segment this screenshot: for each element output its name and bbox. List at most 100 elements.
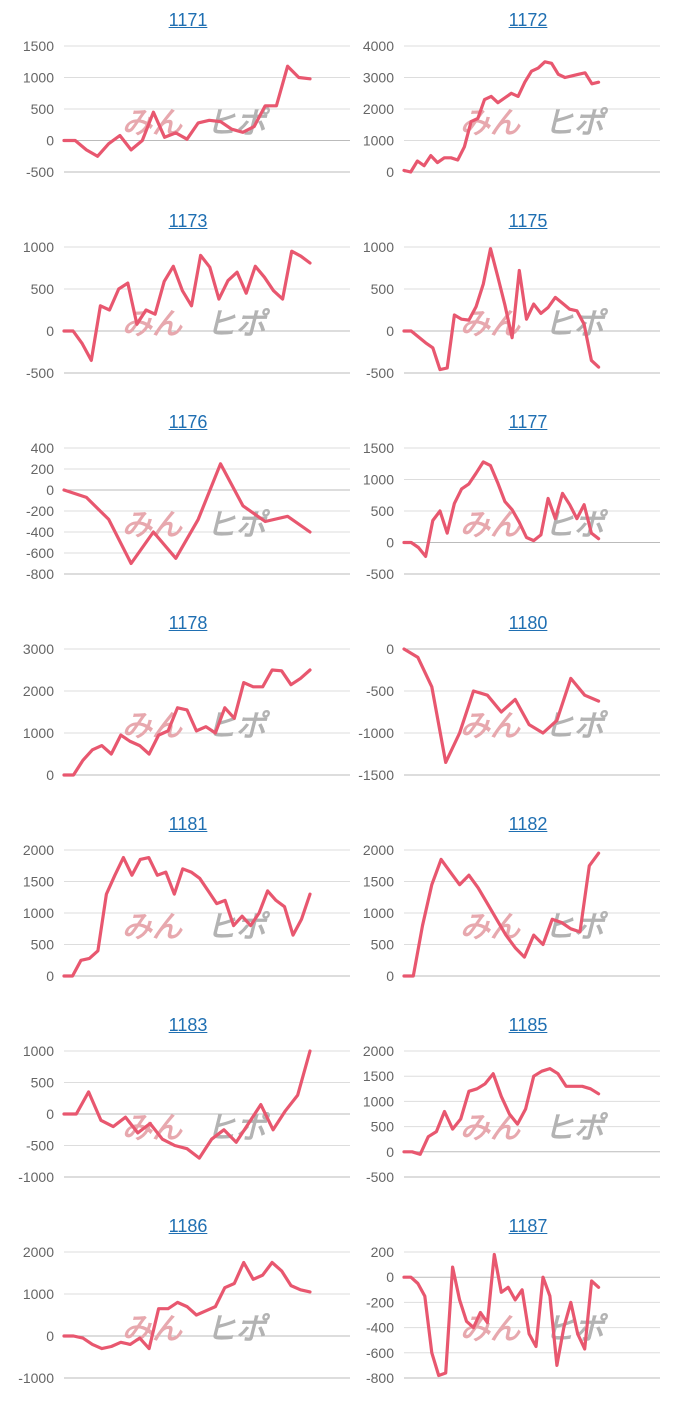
y-tick-label: 3000 xyxy=(363,70,394,86)
y-tick-label: 0 xyxy=(386,1144,394,1160)
series-line-1181 xyxy=(62,855,312,978)
line-chart-1182: 2000 1500 1000 500 0 みん ヒポ xyxy=(363,842,660,984)
chart-title-link[interactable]: 1177 xyxy=(508,412,548,432)
chart-title-link[interactable]: 1181 xyxy=(168,814,208,834)
svg-text:ヒポ: ヒポ xyxy=(206,106,271,141)
y-tick-label: 200 xyxy=(371,1244,395,1260)
y-tick-label: 1000 xyxy=(23,1043,54,1059)
y-tick-label: 1500 xyxy=(363,440,394,456)
watermark-logo: みん ヒポ xyxy=(460,106,609,141)
chart-title-link[interactable]: 1186 xyxy=(168,1216,208,1236)
y-tick-label: 0 xyxy=(46,482,54,498)
y-tick-label: -200 xyxy=(26,503,54,519)
chart-title-link[interactable]: 1185 xyxy=(508,1015,548,1035)
chart-title-link[interactable]: 1173 xyxy=(168,211,208,231)
y-tick-label: 0 xyxy=(46,968,54,984)
chart-title-link[interactable]: 1172 xyxy=(508,10,548,30)
y-tick-label: 400 xyxy=(31,440,55,456)
y-tick-label: 1000 xyxy=(23,70,54,86)
chart-title-link[interactable]: 1175 xyxy=(508,211,548,231)
chart-title-link[interactable]: 1182 xyxy=(508,814,548,834)
series-line-1186 xyxy=(62,1260,312,1351)
y-tick-label: -400 xyxy=(26,524,54,540)
line-chart-1186: 2000 1000 0 -1000 みん ヒポ xyxy=(18,1244,350,1386)
series-line-1177 xyxy=(402,460,601,558)
svg-text:みん: みん xyxy=(122,709,183,744)
y-tick-label: 0 xyxy=(46,1106,54,1122)
y-tick-label: 0 xyxy=(46,323,54,339)
y-tick-label: 0 xyxy=(386,968,394,984)
chart-panel-1180: 1180 0 -500 -1000 -1500 みん ヒポ xyxy=(350,603,700,803)
y-tick-label: 0 xyxy=(386,641,394,657)
chart-title-link[interactable]: 1183 xyxy=(168,1015,208,1035)
watermark-logo: みん ヒポ xyxy=(122,910,271,945)
y-tick-label: 500 xyxy=(371,281,395,297)
svg-text:ヒポ: ヒポ xyxy=(544,106,609,141)
y-tick-label: -600 xyxy=(366,1345,394,1361)
series-line-1180 xyxy=(402,647,601,764)
y-tick-label: 3000 xyxy=(23,641,54,657)
chart-panel-1173: 1173 1000 500 0 -500 みん ヒポ xyxy=(0,201,350,401)
watermark-logo: みん ヒポ xyxy=(460,709,609,744)
series-line-1176 xyxy=(62,462,312,566)
y-tick-label: 1500 xyxy=(363,1068,394,1084)
chart-title-link[interactable]: 1176 xyxy=(168,412,208,432)
chart-panel-1176: 1176 400 200 0 -200 -400 -600 -800 みん ヒポ xyxy=(0,402,350,602)
svg-text:みん: みん xyxy=(460,508,521,543)
y-tick-label: 1000 xyxy=(23,725,54,741)
watermark-logo: みん ヒポ xyxy=(122,307,271,342)
svg-text:みん: みん xyxy=(460,1312,521,1347)
y-tick-label: 0 xyxy=(46,767,54,783)
chart-panel-1183: 1183 1000 500 0 -500 -1000 みん ヒポ xyxy=(0,1005,350,1205)
chart-title-link[interactable]: 1180 xyxy=(508,613,548,633)
y-tick-label: 1000 xyxy=(363,905,394,921)
y-tick-label: -800 xyxy=(366,1370,394,1386)
y-tick-label: 1000 xyxy=(23,905,54,921)
chart-panel-1175: 1175 1000 500 0 -500 みん ヒポ xyxy=(350,201,700,401)
svg-text:みん: みん xyxy=(122,910,183,945)
y-tick-label: 2000 xyxy=(363,101,394,117)
y-tick-label: 500 xyxy=(31,281,55,297)
chart-panel-1187: 1187 200 0 -200 -400 -600 -800 みん ヒポ xyxy=(350,1206,700,1406)
y-tick-label: 2000 xyxy=(23,1244,54,1260)
svg-text:ヒポ: ヒポ xyxy=(206,307,271,342)
chart-panel-1178: 1178 3000 2000 1000 0 みん ヒポ xyxy=(0,603,350,803)
y-tick-label: 500 xyxy=(31,1075,55,1091)
y-tick-label: 1000 xyxy=(23,239,54,255)
line-chart-1185: 2000 1500 1000 500 0 -500 みん ヒポ xyxy=(363,1043,660,1185)
series-line-1171 xyxy=(62,64,312,158)
y-tick-label: 500 xyxy=(31,101,55,117)
chart-title-link[interactable]: 1178 xyxy=(168,613,208,633)
svg-text:ヒポ: ヒポ xyxy=(544,1111,609,1146)
series-line-1183 xyxy=(62,1049,312,1160)
svg-text:ヒポ: ヒポ xyxy=(206,910,271,945)
chart-title-link[interactable]: 1171 xyxy=(168,10,208,30)
chart-panel-1171: 1171 1500 1000 500 0 -500 みん ヒポ xyxy=(0,0,350,200)
y-tick-label: -1500 xyxy=(358,767,394,783)
watermark-logo: みん ヒポ xyxy=(122,508,271,543)
y-tick-label: 500 xyxy=(371,503,395,519)
svg-text:ヒポ: ヒポ xyxy=(544,709,609,744)
y-tick-label: -200 xyxy=(366,1294,394,1310)
y-tick-label: 500 xyxy=(371,1119,395,1135)
y-tick-label: 1000 xyxy=(363,1093,394,1109)
chart-panel-1177: 1177 1500 1000 500 0 -500 みん ヒポ xyxy=(350,402,700,602)
line-chart-1178: 3000 2000 1000 0 みん ヒポ xyxy=(23,641,350,783)
svg-text:みん: みん xyxy=(460,709,521,744)
svg-text:みん: みん xyxy=(122,508,183,543)
chart-panel-1185: 1185 2000 1500 1000 500 0 -500 みん ヒポ xyxy=(350,1005,700,1205)
y-tick-label: 4000 xyxy=(363,38,394,54)
chart-title-link[interactable]: 1187 xyxy=(508,1216,548,1236)
watermark-logo: みん ヒポ xyxy=(122,1312,271,1347)
y-tick-label: -500 xyxy=(366,1169,394,1185)
y-tick-label: 2000 xyxy=(23,842,54,858)
y-tick-label: -1000 xyxy=(18,1370,54,1386)
y-tick-label: 0 xyxy=(386,164,394,180)
y-tick-label: 1000 xyxy=(363,133,394,149)
y-tick-label: 500 xyxy=(31,937,55,953)
y-tick-label: 1500 xyxy=(363,874,394,890)
